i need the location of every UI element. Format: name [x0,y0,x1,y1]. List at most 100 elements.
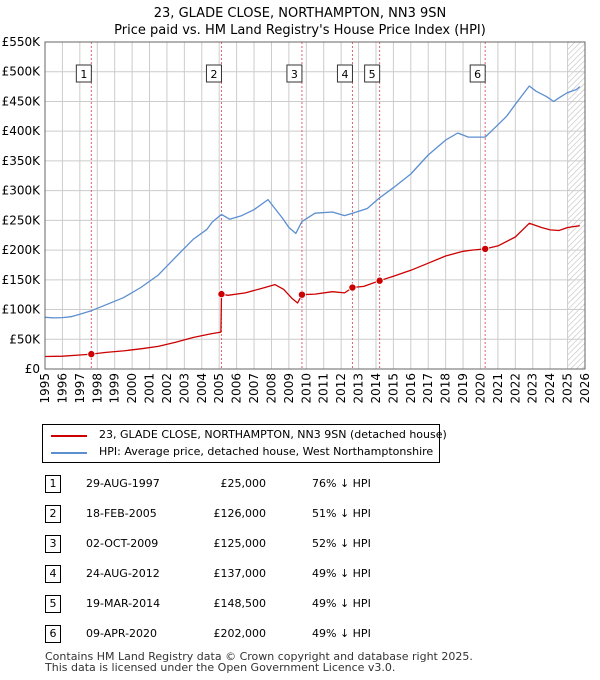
sale-badge-label: 6 [474,68,481,81]
sale-badge: 2 [205,64,222,83]
sale-badge-box [336,64,353,83]
transaction-price: £125,000 [213,537,267,550]
x-tick-label: 2012 [334,373,348,404]
sale-point [297,290,306,299]
y-tick-label: £300K [2,184,42,198]
table-row: 5 19-MAR-2014 £148,500 49% ↓ HPI [0,595,600,615]
x-tick-label: 2013 [352,373,366,404]
x-tick-label: 2022 [508,373,522,404]
y-tick-label: £0 [25,362,40,376]
sale-badge-label: 1 [80,68,87,81]
x-tick-label: 2005 [212,373,226,404]
transaction-date: 29-AUG-1997 [86,477,160,490]
chart-legend: 23, GLADE CLOSE, NORTHAMPTON, NN3 9SN (d… [42,424,447,463]
x-tick-label: 2000 [125,373,139,404]
sale-badge: 4 [336,64,353,83]
x-tick-label: 2010 [299,373,313,404]
transaction-price: £25,000 [220,477,267,490]
chart-title: 23, GLADE CLOSE, NORTHAMPTON, NN3 9SN [153,6,447,21]
x-tick-label: 2025 [561,373,575,404]
sale-badge: 6 [469,64,486,83]
footer-licence: This data is licensed under the Open Gov… [45,661,396,674]
transaction-date: 24-AUG-2012 [86,567,160,580]
table-row: 2 18-FEB-2005 £126,000 51% ↓ HPI [0,505,600,525]
footer-copyright: Contains HM Land Registry data © Crown c… [45,650,473,663]
transaction-price: £126,000 [213,507,267,520]
x-tick-label: 2009 [282,373,296,404]
y-tick-label: £250K [2,213,42,227]
sale-badge-label: 5 [369,68,376,81]
transaction-date: 19-MAR-2014 [86,597,161,610]
x-tick-label: 2006 [230,373,244,404]
x-tick-label: 2011 [317,373,331,404]
y-tick-label: £50K [9,332,41,346]
sale-badge: 5 [364,64,381,83]
x-tick-label: 1998 [90,373,104,404]
table-row: 4 24-AUG-2012 £137,000 49% ↓ HPI [0,565,600,585]
x-tick-label: 2008 [264,373,278,404]
sale-point [217,290,226,299]
transaction-marker: 1 [45,475,61,493]
sale-badge: 3 [286,64,303,83]
x-tick-label: 2017 [421,373,435,404]
x-tick-label: 2001 [143,373,157,404]
y-tick-label: £550K [2,35,42,49]
x-tick-label: 2024 [543,373,557,404]
transaction-hpi-relation: 76% ↓ HPI [312,477,371,490]
table-row: 1 29-AUG-1997 £25,000 76% ↓ HPI [0,475,600,495]
transaction-hpi-relation: 51% ↓ HPI [312,507,371,520]
transaction-date: 02-OCT-2009 [86,537,159,550]
sale-badge-box [469,64,486,83]
y-tick-label: £350K [2,154,42,168]
transaction-hpi-relation: 49% ↓ HPI [312,597,371,610]
transaction-price: £202,000 [213,627,267,640]
transaction-marker: 3 [45,535,61,553]
x-tick-label: 2007 [247,373,261,404]
x-tick-label: 1995 [38,373,52,404]
sale-badge-label: 4 [341,68,348,81]
legend-label-property: 23, GLADE CLOSE, NORTHAMPTON, NN3 9SN (d… [99,428,447,441]
price-chart: £0 £50K £100K £150K £200K £250K £300K £350K £400… [2,35,592,404]
x-tick-label: 2014 [369,373,383,404]
transaction-hpi-relation: 49% ↓ HPI [312,627,371,640]
sale-point [375,276,384,285]
x-tick-label: 1999 [108,373,122,404]
transaction-date: 18-FEB-2005 [86,507,157,520]
x-tick-label: 2002 [160,373,174,404]
y-tick-label: £100K [2,303,42,317]
plot-area-frame [44,41,586,370]
sale-badge-label: 3 [291,68,298,81]
x-tick-label: 2020 [473,373,487,404]
hpi-line [44,85,581,319]
sale-point [87,350,96,359]
transaction-date: 09-APR-2020 [86,627,158,640]
x-tick-label: 2003 [177,373,191,404]
x-tick-label: 2015 [386,373,400,404]
x-tick-label: 2004 [195,373,209,404]
sale-point [481,244,490,253]
chart-subtitle: Price paid vs. HM Land Registry's House … [114,23,486,38]
sale-badge-label: 2 [210,68,217,81]
sale-badge-box [364,64,381,83]
transaction-price: £148,500 [213,597,267,610]
y-tick-label: £400K [2,124,42,138]
table-row: 6 09-APR-2020 £202,000 49% ↓ HPI [0,625,600,645]
y-tick-label: £500K [2,65,42,79]
legend-swatch-property [51,435,87,437]
sale-badge-box [75,64,92,83]
table-row: 3 02-OCT-2009 £125,000 52% ↓ HPI [0,535,600,555]
forecast-hatch-region [567,42,585,369]
x-tick-label: 2023 [526,373,540,404]
property-price-line [44,222,580,358]
x-tick-label: 2016 [404,373,418,404]
transaction-marker: 5 [45,595,61,613]
x-tick-label: 2021 [491,373,505,404]
x-tick-label: 2018 [439,373,453,404]
transaction-marker: 2 [45,505,61,523]
y-tick-label: £200K [2,243,42,257]
y-tick-label: £450K [2,94,42,108]
x-tick-label: 2019 [456,373,470,404]
transaction-marker: 4 [45,565,61,583]
x-tick-label: 2026 [578,373,592,404]
sale-badge: 1 [75,64,92,83]
